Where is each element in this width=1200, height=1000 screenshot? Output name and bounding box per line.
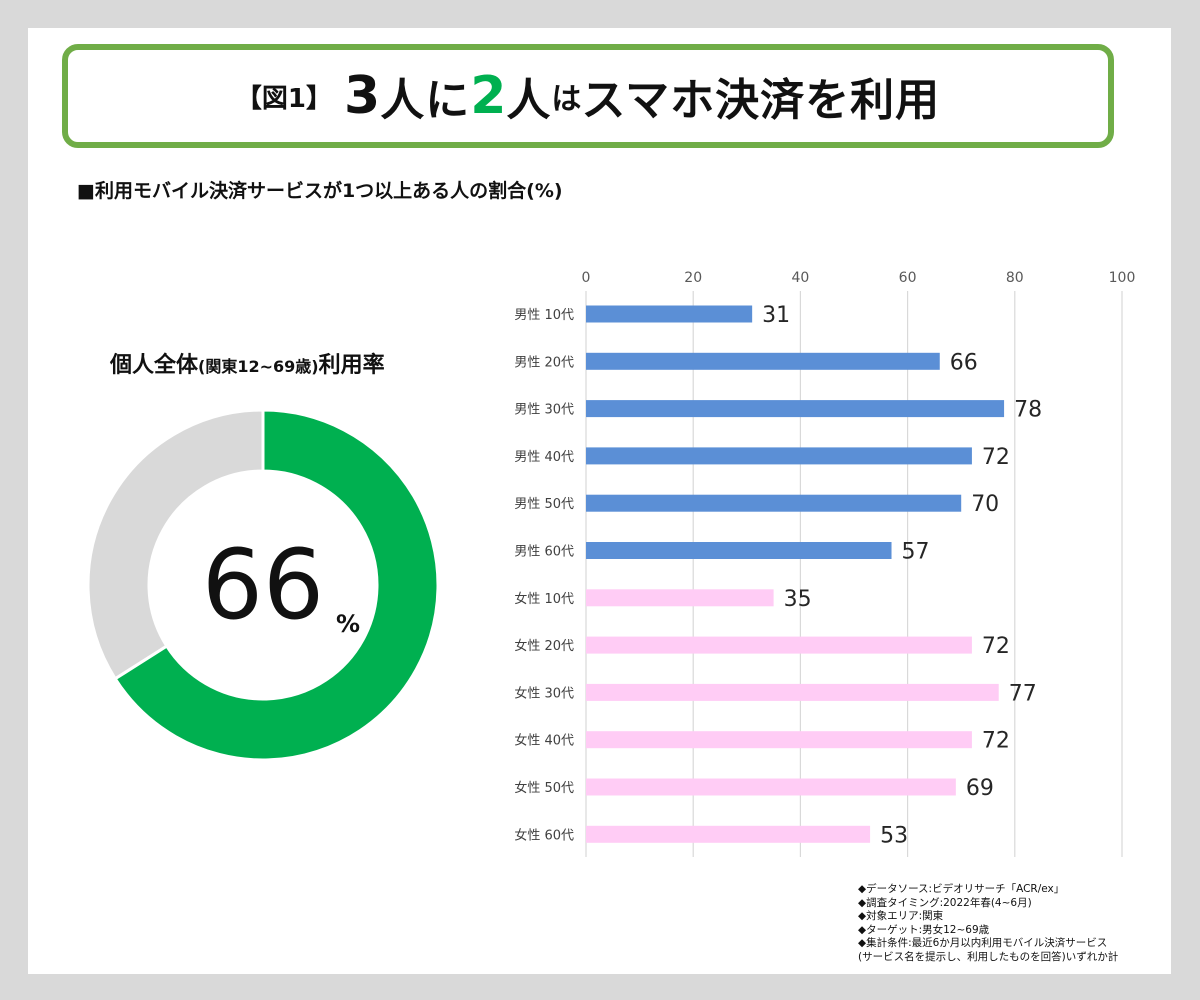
bar	[586, 400, 1005, 418]
category-label: 女性 60代	[514, 827, 574, 843]
donut-title: 個人全体(関東12~69歳)利用率	[110, 347, 385, 379]
data-label: 66	[950, 350, 978, 375]
notes: ◆データソース:ビデオリサーチ「ACR/ex」 ◆調査タイミング:2022年春(…	[858, 883, 1118, 965]
donut-unit: %	[336, 610, 360, 638]
data-label: 53	[880, 823, 908, 848]
bar	[586, 589, 774, 607]
bar	[586, 494, 962, 512]
note-line: ◆対象エリア:関東	[858, 910, 944, 923]
figure-number: 【図1】	[235, 83, 333, 114]
donut-title-tail: 利用率	[318, 353, 385, 378]
category-label: 女性 40代	[514, 733, 574, 749]
data-label: 78	[1014, 398, 1042, 423]
title-text-1: 人に	[380, 75, 471, 126]
donut-slice-rest	[86, 408, 265, 681]
data-label: 72	[982, 729, 1010, 754]
data-label: 69	[966, 776, 994, 801]
bar	[586, 778, 956, 796]
x-tick-label: 40	[791, 270, 809, 286]
title-number-three: 3	[344, 66, 381, 126]
category-label: 男性 50代	[514, 497, 574, 512]
title-text-4: スマホ決済を利用	[581, 75, 941, 126]
title-text-3: は	[551, 82, 582, 117]
donut-title-paren: (関東12~69歳)	[198, 357, 319, 376]
bar	[586, 542, 892, 559]
x-tick-label: 60	[899, 270, 917, 286]
category-label: 男性 30代	[514, 403, 574, 418]
donut-title-main: 個人全体	[110, 353, 199, 378]
category-label: 男性 40代	[514, 450, 574, 465]
category-label: 女性 10代	[514, 591, 574, 607]
category-label: 男性 60代	[514, 545, 574, 560]
data-label: 57	[902, 540, 930, 565]
x-tick-label: 0	[582, 270, 591, 286]
note-line: ◆集計条件:最近6か月以内利用モバイル決済サービス	[858, 937, 1108, 950]
title-number-two: 2	[470, 66, 507, 126]
bar	[586, 825, 871, 843]
note-line: ◆ターゲット:男女12~69歳	[858, 923, 990, 936]
bar	[586, 731, 972, 749]
bar-chart: 0 20 40 60 80 100 男性 10代 31 男性 20代 66 男性 30代 78 男性 4…	[514, 270, 1136, 857]
category-label: 女性 20代	[514, 638, 574, 654]
category-label: 女性 30代	[514, 685, 574, 701]
category-label: 女性 50代	[514, 780, 574, 796]
category-label: 男性 10代	[514, 308, 574, 323]
note-line: ◆調査タイミング:2022年春(4~6月)	[858, 896, 1032, 909]
data-label: 70	[971, 492, 999, 517]
donut-value: 66	[202, 529, 324, 641]
note-line: ◆データソース:ビデオリサーチ「ACR/ex」	[858, 883, 1065, 895]
bar	[586, 305, 753, 323]
title-text-2: 人	[506, 75, 552, 126]
bar	[586, 447, 972, 465]
donut-chart: 66 %	[86, 408, 440, 762]
category-label: 男性 20代	[514, 355, 574, 370]
data-label: 72	[982, 634, 1010, 659]
data-label: 31	[762, 303, 790, 328]
bar	[586, 683, 999, 701]
figure-title-box: 【図1】 3 人に 2 人 は スマホ決済を利用	[62, 44, 1114, 148]
data-label: 77	[1009, 681, 1037, 706]
data-label: 35	[784, 587, 812, 612]
chart-subtitle: ■利用モバイル決済サービスが1つ以上ある人の割合(%)	[77, 180, 563, 202]
donut-slice-users	[113, 408, 440, 762]
bar	[586, 352, 940, 370]
note-line: (サービス名を提示し、利用したものを回答)いずれか計	[858, 950, 1119, 963]
x-tick-label: 80	[1006, 270, 1024, 286]
x-tick-label: 100	[1109, 270, 1136, 286]
x-tick-label: 20	[684, 270, 702, 286]
data-label: 72	[982, 445, 1010, 470]
bar	[586, 636, 972, 654]
